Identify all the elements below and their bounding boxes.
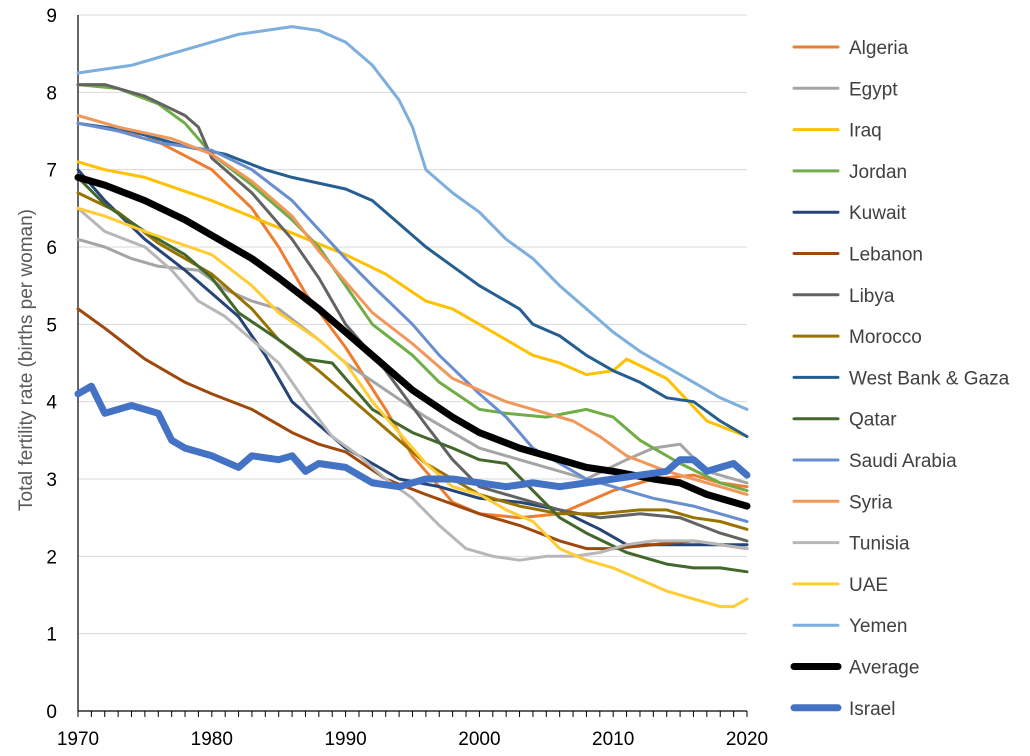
legend-label-average: Average [849, 658, 919, 679]
legend-label-iraq: Iraq [849, 121, 882, 142]
legend-label-algeria: Algeria [849, 38, 909, 59]
legend-label-israel: Israel [849, 699, 895, 720]
legend-label-tunisia: Tunisia [849, 534, 910, 555]
axes [77, 15, 748, 717]
y-tick-label: 4 [46, 393, 57, 414]
series-line-iraq [76, 160, 749, 438]
y-tick-label: 8 [46, 83, 57, 104]
y-axis-title: Total fertility rate (births per woman) [16, 209, 37, 511]
series-line-israel [74, 382, 751, 491]
series-line-jordan [76, 83, 749, 493]
legend-label-lebanon: Lebanon [849, 245, 923, 266]
series-line-uae [76, 206, 749, 609]
y-tick-label: 2 [46, 547, 57, 568]
series-line-west-bank-gaza [76, 121, 749, 438]
series-line-yemen [76, 25, 749, 411]
legend-label-morocco: Morocco [849, 327, 922, 348]
legend-label-uae: UAE [849, 575, 888, 596]
legend-label-syria: Syria [849, 492, 893, 513]
legend: Algeria Egypt Iraq Jordan Kuwait Lebanon Libya… [790, 38, 1010, 720]
series-line-qatar [76, 175, 749, 574]
series-line-saudi-arabia [76, 121, 749, 523]
legend-label-jordan: Jordan [849, 162, 907, 183]
y-tick-label: 9 [46, 6, 57, 27]
x-tick-label: 2000 [458, 729, 500, 750]
legend-label-saudi-arabia: Saudi Arabia [849, 451, 957, 472]
y-tick-label: 6 [46, 238, 57, 259]
series-line-syria [76, 114, 749, 496]
series-line-tunisia [76, 206, 749, 562]
tick-labels: 0 1 2 3 4 5 6 7 8 9 1970 1980 1990 2000 2010 2020 [46, 6, 768, 750]
legend-label-libya: Libya [849, 286, 895, 307]
series-lines [74, 25, 751, 609]
x-tick-label: 2010 [592, 729, 634, 750]
legend-label-yemen: Yemen [849, 616, 907, 637]
legend-label-west-bank-gaza: West Bank & Gaza [849, 368, 1010, 389]
x-tick-label: 1990 [324, 729, 366, 750]
series-line-egypt [76, 237, 749, 485]
x-tick-label: 1980 [191, 729, 233, 750]
legend-label-egypt: Egypt [849, 79, 898, 100]
y-tick-label: 1 [46, 625, 57, 646]
x-tick-label: 2020 [726, 729, 768, 750]
legend-label-kuwait: Kuwait [849, 203, 907, 224]
y-tick-label: 5 [46, 315, 57, 336]
y-tick-label: 0 [46, 702, 57, 723]
legend-label-qatar: Qatar [849, 410, 897, 431]
y-tick-label: 7 [46, 161, 57, 182]
y-tick-label: 3 [46, 470, 57, 491]
series-line-kuwait [76, 168, 749, 547]
x-tick-label: 1970 [57, 729, 99, 750]
series-line-algeria [76, 121, 749, 520]
